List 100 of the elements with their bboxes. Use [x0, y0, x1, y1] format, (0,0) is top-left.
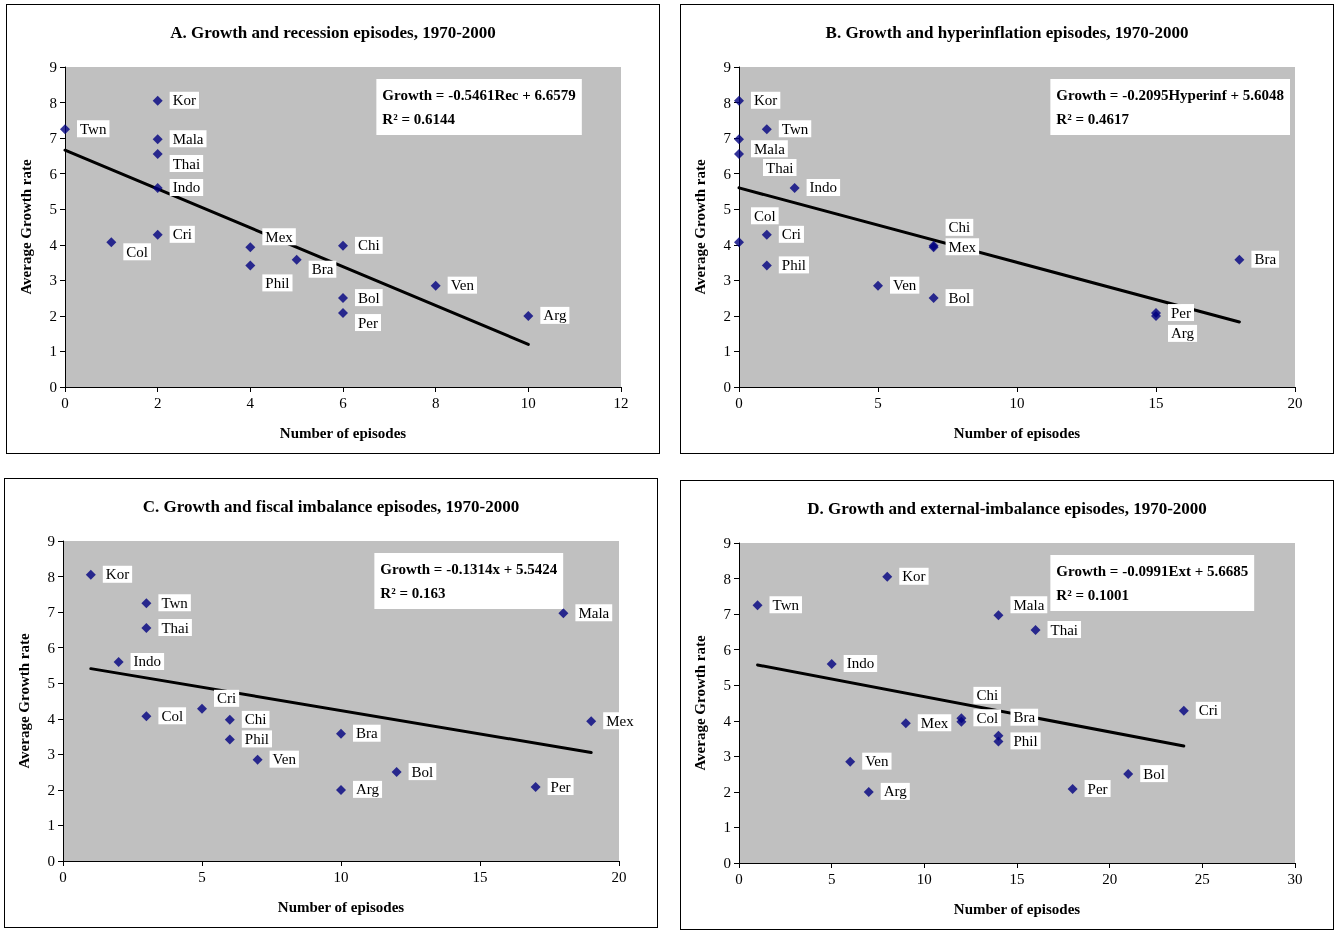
- annotation: Phil: [244, 730, 269, 747]
- y-tick-label: 4: [723, 712, 732, 729]
- y-tick-label: 1: [47, 817, 55, 834]
- x-tick-label: 6: [339, 394, 348, 411]
- y-tick-label: 8: [723, 570, 731, 587]
- annotation: Per: [550, 778, 571, 795]
- annotation: Kor: [172, 92, 196, 109]
- y-tick-label: 2: [723, 783, 731, 800]
- y-tick-label: 6: [49, 165, 58, 182]
- x-tick-label: 4: [246, 394, 255, 411]
- annotation: Chi: [976, 687, 999, 704]
- annotation: Twn: [772, 596, 800, 613]
- annotation: Growth = -0.5461Rec + 6.6579: [382, 87, 576, 103]
- annotation: Cri: [1198, 702, 1218, 719]
- annotation: Mala: [578, 604, 610, 621]
- y-tick-label: 2: [49, 307, 57, 324]
- chart-title: B. Growth and hyperinflation episodes, 1970-2000: [825, 23, 1189, 42]
- annotation: Bol: [358, 289, 380, 306]
- y-tick-label: 6: [723, 641, 732, 658]
- annotation: R² = 0.1001: [1056, 587, 1129, 603]
- annotation: Twn: [80, 120, 107, 137]
- y-tick-label: 8: [49, 94, 57, 111]
- annotation: Cri: [172, 226, 192, 243]
- x-tick-label: 25: [1194, 870, 1210, 887]
- y-tick-label: 7: [723, 130, 732, 147]
- annotation: Growth = -0.2095Hyperinf + 5.6048: [1056, 87, 1285, 103]
- x-axis-title: Number of episodes: [277, 898, 405, 915]
- y-axis-title: Average Growth rate: [691, 635, 708, 771]
- y-tick-label: 5: [723, 201, 731, 218]
- annotation: Col: [754, 207, 776, 224]
- annotation: Thai: [766, 159, 794, 176]
- x-tick-label: 15: [472, 868, 488, 885]
- x-tick-label: 20: [611, 868, 627, 885]
- y-axis-title: Average Growth rate: [17, 159, 34, 295]
- y-tick-label: 0: [723, 379, 731, 395]
- y-tick-label: 7: [47, 604, 56, 621]
- y-tick-label: 6: [47, 639, 56, 656]
- annotation: Thai: [1050, 621, 1079, 638]
- annotation: Mex: [920, 714, 949, 731]
- x-tick-label: 0: [61, 394, 69, 411]
- annotation: Mala: [1013, 596, 1045, 613]
- annotation: Bol: [948, 289, 971, 306]
- x-tick-label: 5: [827, 870, 836, 887]
- annotation: Per: [1087, 780, 1108, 797]
- annotation: Cri: [781, 226, 801, 243]
- y-tick-label: 3: [49, 272, 57, 289]
- annotation: Col: [126, 243, 149, 260]
- x-tick-label: 10: [333, 868, 349, 885]
- annotation: R² = 0.6144: [382, 111, 456, 127]
- annotation: Growth = -0.1314x + 5.5424: [380, 561, 558, 577]
- annotation: Mex: [265, 228, 294, 245]
- y-tick-label: 4: [49, 236, 58, 253]
- annotation: Twn: [781, 120, 809, 137]
- annotation: R² = 0.163: [380, 585, 446, 601]
- x-tick-label: 5: [198, 868, 206, 885]
- annotation: R² = 0.4617: [1056, 111, 1130, 127]
- annotation: Phil: [781, 256, 806, 273]
- annotation: Per: [1171, 304, 1191, 321]
- annotation: Kor: [105, 566, 130, 583]
- annotation: Kor: [754, 92, 778, 109]
- y-tick-label: 5: [49, 201, 57, 218]
- y-tick-label: 1: [49, 343, 57, 360]
- x-tick-label: 15: [1009, 870, 1025, 887]
- annotation: Phil: [1013, 732, 1038, 749]
- y-tick-label: 3: [723, 272, 731, 289]
- y-tick-label: 2: [47, 781, 55, 798]
- y-tick-label: 7: [49, 130, 58, 147]
- x-tick-label: 12: [613, 394, 629, 411]
- y-tick-label: 6: [723, 165, 732, 182]
- y-axis-title: Average Growth rate: [15, 633, 32, 769]
- y-tick-label: 4: [723, 236, 732, 253]
- chart-title: C. Growth and fiscal imbalance episodes, 1970-2000: [142, 497, 520, 516]
- annotation: Bra: [1013, 709, 1036, 726]
- annotation: Ven: [893, 277, 917, 294]
- y-tick-label: 0: [47, 853, 55, 869]
- annotation: Arg: [883, 783, 908, 800]
- y-tick-label: 7: [723, 606, 732, 623]
- annotation: Indo: [846, 655, 875, 672]
- x-tick-label: 2: [153, 394, 162, 411]
- annotation: Phil: [265, 274, 290, 291]
- y-tick-label: 3: [723, 748, 731, 765]
- y-tick-label: 5: [723, 677, 731, 694]
- annotation: Mala: [754, 140, 786, 157]
- x-tick-label: 8: [431, 394, 440, 411]
- y-tick-label: 1: [723, 819, 731, 836]
- annotation: Thai: [161, 619, 189, 636]
- annotation: Arg: [356, 781, 380, 798]
- annotation: Bra: [311, 261, 334, 278]
- annotation: Ven: [272, 751, 297, 768]
- annotation: Thai: [172, 155, 201, 172]
- annotation: Indo: [809, 179, 838, 196]
- x-tick-label: 30: [1287, 870, 1303, 887]
- x-tick-label: 5: [874, 394, 882, 411]
- annotation: Bol: [1143, 765, 1165, 782]
- annotation: Col: [976, 709, 999, 726]
- annotation: Col: [161, 707, 184, 724]
- annotation: Chi: [358, 237, 380, 254]
- x-tick-label: 0: [735, 394, 743, 411]
- x-axis-title: Number of episodes: [279, 424, 407, 441]
- x-tick-label: 10: [520, 394, 536, 411]
